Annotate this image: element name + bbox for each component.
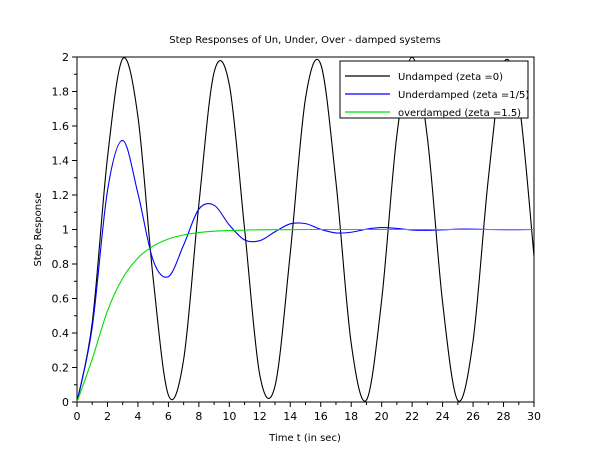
y-tick-label: 1.6 xyxy=(52,120,70,133)
x-tick-label: 0 xyxy=(74,410,81,423)
y-tick-label: 1 xyxy=(62,224,69,237)
y-tick-label: 0 xyxy=(62,396,69,409)
x-tick-label: 4 xyxy=(134,410,141,423)
y-tick-label: 0.6 xyxy=(52,293,70,306)
x-tick-label: 10 xyxy=(222,410,236,423)
x-axis: 0 2 4 6 8 10 12 14 16 18 20 22 24 26 28 30 xyxy=(74,402,541,423)
x-tick-label: 6 xyxy=(165,410,172,423)
x-tick-label: 28 xyxy=(497,410,511,423)
chart-title: Step Responses of Un, Under, Over - damp… xyxy=(169,35,440,46)
x-tick-label: 2 xyxy=(104,410,111,423)
x-tick-label: 14 xyxy=(283,410,297,423)
x-tick-label: 24 xyxy=(436,410,450,423)
x-axis-label: Time t (in sec) xyxy=(268,433,341,444)
y-tick-label: 0.4 xyxy=(52,327,70,340)
x-tick-label: 12 xyxy=(253,410,267,423)
x-tick-label: 8 xyxy=(195,410,202,423)
y-axis: 0 0.2 0.4 0.6 0.8 1 1.2 1.4 1.6 1.8 2 xyxy=(52,51,77,409)
series-line-1 xyxy=(76,56,535,403)
y-tick-label: 1.2 xyxy=(52,189,70,202)
series-line-3 xyxy=(76,228,534,403)
x-tick-label: 22 xyxy=(405,410,419,423)
y-tick-label: 1.4 xyxy=(52,155,70,168)
legend-label-1: Undamped (zeta =0) xyxy=(398,72,503,83)
y-tick-label: 2 xyxy=(62,51,69,64)
x-tick-label: 18 xyxy=(344,410,358,423)
y-tick-label: 0.8 xyxy=(52,258,70,271)
series-line-2 xyxy=(76,139,535,403)
x-tick-label: 20 xyxy=(375,410,389,423)
series-layer xyxy=(76,56,535,403)
legend-label-3: overdamped (zeta =1.5) xyxy=(398,108,521,119)
legend-label-2: Underdamped (zeta =1/5) xyxy=(398,90,529,101)
x-tick-label: 26 xyxy=(466,410,480,423)
legend: Undamped (zeta =0) Underdamped (zeta =1/5… xyxy=(339,60,529,119)
y-tick-label: 0.2 xyxy=(52,362,70,375)
x-tick-label: 16 xyxy=(314,410,328,423)
x-tick-label: 30 xyxy=(527,410,541,423)
y-tick-label: 1.8 xyxy=(52,86,70,99)
y-axis-label: Step Response xyxy=(33,193,44,267)
legend-box xyxy=(339,60,529,119)
